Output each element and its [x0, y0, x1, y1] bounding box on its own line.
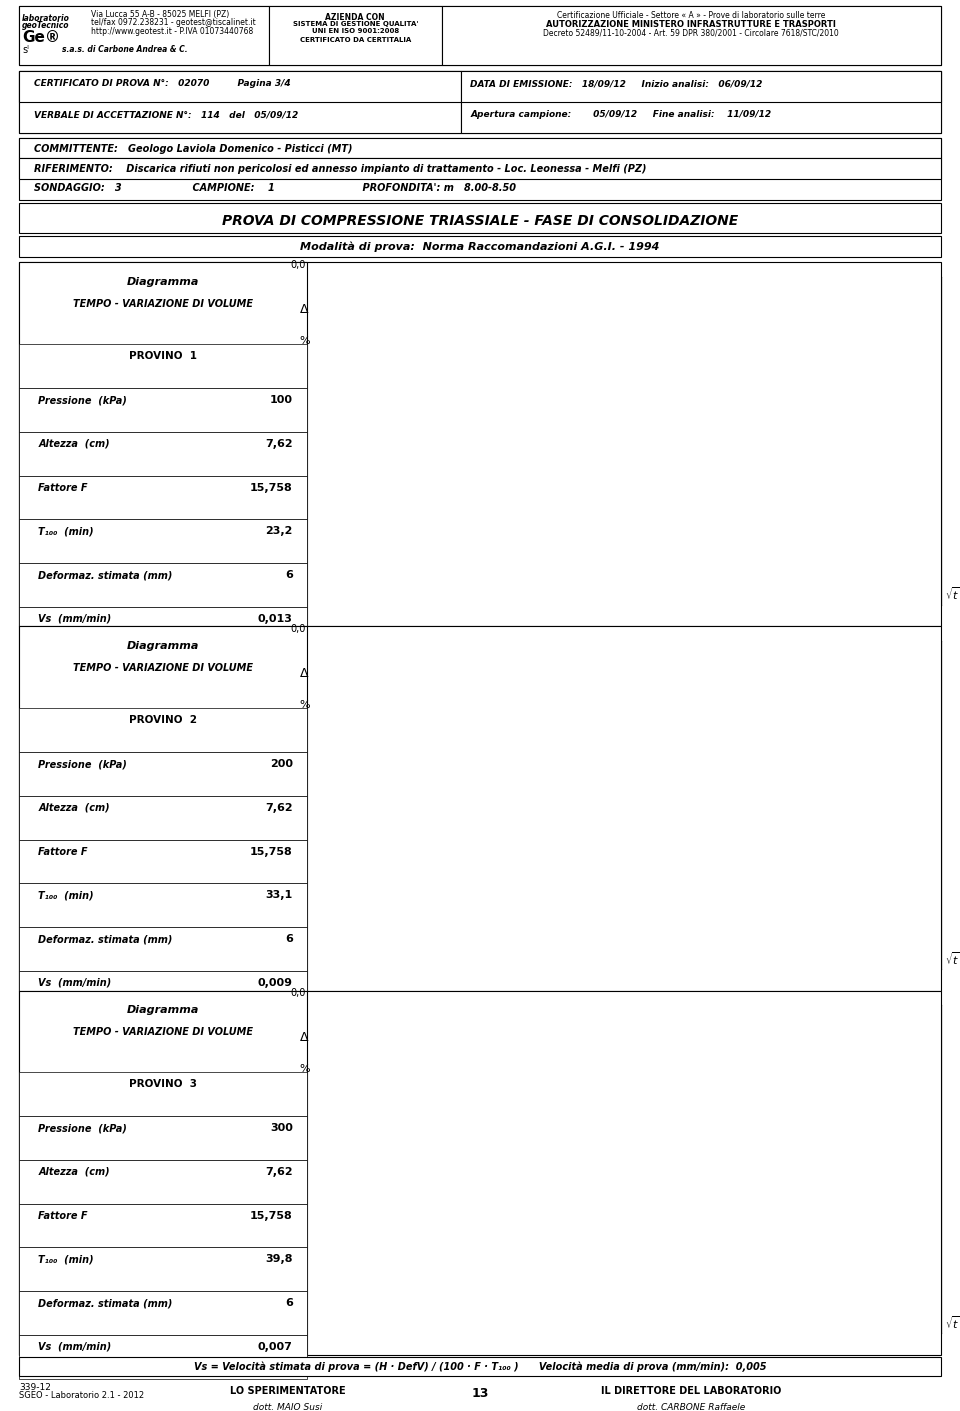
Text: 7,62: 7,62: [265, 439, 293, 449]
Text: IL DIRETTORE DEL LABORATORIO: IL DIRETTORE DEL LABORATORIO: [601, 1386, 781, 1395]
Text: SISTEMA DI GESTIONE QUALITA': SISTEMA DI GESTIONE QUALITA': [293, 21, 418, 27]
Text: 0,009: 0,009: [258, 978, 293, 988]
Text: sᴵ: sᴵ: [22, 45, 29, 55]
Text: 200: 200: [270, 759, 293, 769]
Text: $\sqrt{t}$: $\sqrt{t}$: [945, 950, 960, 967]
Text: 100: 100: [270, 395, 293, 405]
Text: Diagramma: Diagramma: [127, 277, 200, 286]
Text: Modalità di prova:  Norma Raccomandazioni A.G.I. - 1994: Modalità di prova: Norma Raccomandazioni…: [300, 241, 660, 251]
Text: AZIENDA CON: AZIENDA CON: [325, 13, 385, 21]
Text: Fattore F: Fattore F: [38, 483, 88, 492]
Text: Altezza  (cm): Altezza (cm): [38, 439, 110, 449]
Text: T₁₀₀  (min): T₁₀₀ (min): [38, 1254, 94, 1264]
Text: Altezza  (cm): Altezza (cm): [38, 803, 110, 813]
Text: TEMPO - VARIAZIONE DI VOLUME: TEMPO - VARIAZIONE DI VOLUME: [73, 1027, 253, 1037]
Text: 339-12: 339-12: [19, 1383, 51, 1391]
Text: DATA DI EMISSIONE:   18/09/12     Inizio analisi:   06/09/12: DATA DI EMISSIONE: 18/09/12 Inizio anali…: [470, 79, 763, 87]
Text: 15,758: 15,758: [250, 1211, 293, 1221]
Text: Deformaz. stimata (mm): Deformaz. stimata (mm): [38, 934, 173, 944]
Text: Vs = Velocità stimata di prova = (H · DefV) / (100 · F · T₁₀₀ )      Velocità me: Vs = Velocità stimata di prova = (H · De…: [194, 1362, 766, 1371]
Text: Ge®: Ge®: [22, 30, 60, 45]
Text: SGEO - Laboratorio 2.1 - 2012: SGEO - Laboratorio 2.1 - 2012: [19, 1391, 144, 1400]
Text: 23,2: 23,2: [265, 526, 293, 536]
Text: 6: 6: [285, 934, 293, 944]
Text: Δ: Δ: [300, 1031, 308, 1044]
Text: Vs  (mm/min): Vs (mm/min): [38, 1342, 111, 1352]
Text: Δ: Δ: [300, 303, 308, 316]
Text: geoTecnico: geoTecnico: [22, 21, 69, 30]
Text: Altezza  (cm): Altezza (cm): [38, 1167, 110, 1177]
Text: Fattore F: Fattore F: [38, 847, 88, 856]
Text: 33,1: 33,1: [266, 890, 293, 900]
Text: 15,758: 15,758: [250, 847, 293, 856]
Text: 0,007: 0,007: [258, 1342, 293, 1352]
Text: Deformaz. stimata (mm): Deformaz. stimata (mm): [38, 1298, 173, 1308]
Text: T₁₀₀  (min): T₁₀₀ (min): [38, 890, 94, 900]
Text: Pressione  (kPa): Pressione (kPa): [38, 759, 128, 769]
Text: Pressione  (kPa): Pressione (kPa): [38, 395, 128, 405]
Text: $\sqrt{t}$: $\sqrt{t}$: [945, 586, 960, 602]
Text: 6: 6: [285, 1298, 293, 1308]
Text: LO SPERIMENTATORE: LO SPERIMENTATORE: [230, 1386, 346, 1395]
Text: TEMPO - VARIAZIONE DI VOLUME: TEMPO - VARIAZIONE DI VOLUME: [73, 299, 253, 309]
Text: CERTIFICATO DI PROVA N°:   02070         Pagina 3/4: CERTIFICATO DI PROVA N°: 02070 Pagina 3/…: [34, 79, 290, 87]
Text: 0,0: 0,0: [290, 260, 305, 270]
Text: PROVA DI COMPRESSIONE TRIASSIALE - FASE DI CONSOLIDAZIONE: PROVA DI COMPRESSIONE TRIASSIALE - FASE …: [222, 214, 738, 229]
Text: Diagramma: Diagramma: [127, 641, 200, 650]
Text: RIFERIMENTO:    Discarica rifiuti non pericolosi ed annesso impianto di trattame: RIFERIMENTO: Discarica rifiuti non peric…: [34, 164, 646, 174]
Text: 39,8: 39,8: [265, 1254, 293, 1264]
Text: %: %: [299, 336, 310, 346]
Text: CERTIFICATO DA CERTITALIA: CERTIFICATO DA CERTITALIA: [300, 37, 411, 42]
Text: 0,013: 0,013: [258, 614, 293, 624]
Text: Vs  (mm/min): Vs (mm/min): [38, 978, 111, 988]
Text: Decreto 52489/11-10-2004 - Art. 59 DPR 380/2001 - Circolare 7618/STC/2010: Decreto 52489/11-10-2004 - Art. 59 DPR 3…: [543, 28, 839, 37]
Text: Apertura campione:       05/09/12     Fine analisi:    11/09/12: Apertura campione: 05/09/12 Fine analisi…: [470, 110, 772, 119]
Text: Pressione  (kPa): Pressione (kPa): [38, 1123, 128, 1133]
Text: Δ: Δ: [300, 667, 308, 680]
Text: 0,0: 0,0: [290, 624, 305, 634]
Text: AUTORIZZAZIONE MINISTERO INFRASTRUTTURE E TRASPORTI: AUTORIZZAZIONE MINISTERO INFRASTRUTTURE …: [546, 20, 836, 28]
Text: $\sqrt{t}$: $\sqrt{t}$: [945, 1314, 960, 1331]
Text: Vs  (mm/min): Vs (mm/min): [38, 614, 111, 624]
Text: 7,62: 7,62: [265, 803, 293, 813]
Text: s.a.s. di Carbone Andrea & C.: s.a.s. di Carbone Andrea & C.: [62, 45, 188, 54]
Text: %: %: [299, 700, 310, 710]
Text: 300: 300: [270, 1123, 293, 1133]
Text: Fattore F: Fattore F: [38, 1211, 88, 1221]
Text: Diagramma: Diagramma: [127, 1005, 200, 1015]
Text: COMMITTENTE:   Geologo Laviola Domenico - Pisticci (MT): COMMITTENTE: Geologo Laviola Domenico - …: [34, 144, 352, 154]
Text: PROVINO  2: PROVINO 2: [130, 715, 197, 725]
Text: 7,62: 7,62: [265, 1167, 293, 1177]
Text: Via Lucca 55 A-B - 85025 MELFI (PZ): Via Lucca 55 A-B - 85025 MELFI (PZ): [91, 10, 229, 18]
Text: SONDAGGIO:   3                     CAMPIONE:    1                          PROFO: SONDAGGIO: 3 CAMPIONE: 1 PROFO: [34, 183, 516, 193]
Text: T₁₀₀  (min): T₁₀₀ (min): [38, 526, 94, 536]
Text: dott. MAIO Susi: dott. MAIO Susi: [253, 1403, 323, 1411]
Text: PROVINO  1: PROVINO 1: [130, 351, 197, 361]
Text: UNI EN ISO 9001:2008: UNI EN ISO 9001:2008: [312, 28, 398, 34]
Text: 13: 13: [471, 1387, 489, 1400]
Text: 6: 6: [285, 570, 293, 580]
Text: Deformaz. stimata (mm): Deformaz. stimata (mm): [38, 570, 173, 580]
Text: TEMPO - VARIAZIONE DI VOLUME: TEMPO - VARIAZIONE DI VOLUME: [73, 663, 253, 673]
Text: VERBALE DI ACCETTAZIONE N°:   114   del   05/09/12: VERBALE DI ACCETTAZIONE N°: 114 del 05/0…: [34, 110, 298, 119]
Text: PROVINO  3: PROVINO 3: [130, 1079, 197, 1089]
Text: Certificazione Ufficiale - Settore « A » - Prove di laboratorio sulle terre: Certificazione Ufficiale - Settore « A »…: [557, 11, 826, 20]
Text: tel/fax 0972.238231 - geotest@tiscalinet.it: tel/fax 0972.238231 - geotest@tiscalinet…: [91, 18, 256, 27]
Text: 0,0: 0,0: [290, 988, 305, 998]
Text: http://www.geotest.it - P.IVA 01073440768: http://www.geotest.it - P.IVA 0107344076…: [91, 27, 253, 35]
Text: %: %: [299, 1064, 310, 1074]
Text: laboratorio: laboratorio: [22, 14, 70, 23]
Text: 15,758: 15,758: [250, 483, 293, 492]
Text: dott. CARBONE Raffaele: dott. CARBONE Raffaele: [637, 1403, 745, 1411]
